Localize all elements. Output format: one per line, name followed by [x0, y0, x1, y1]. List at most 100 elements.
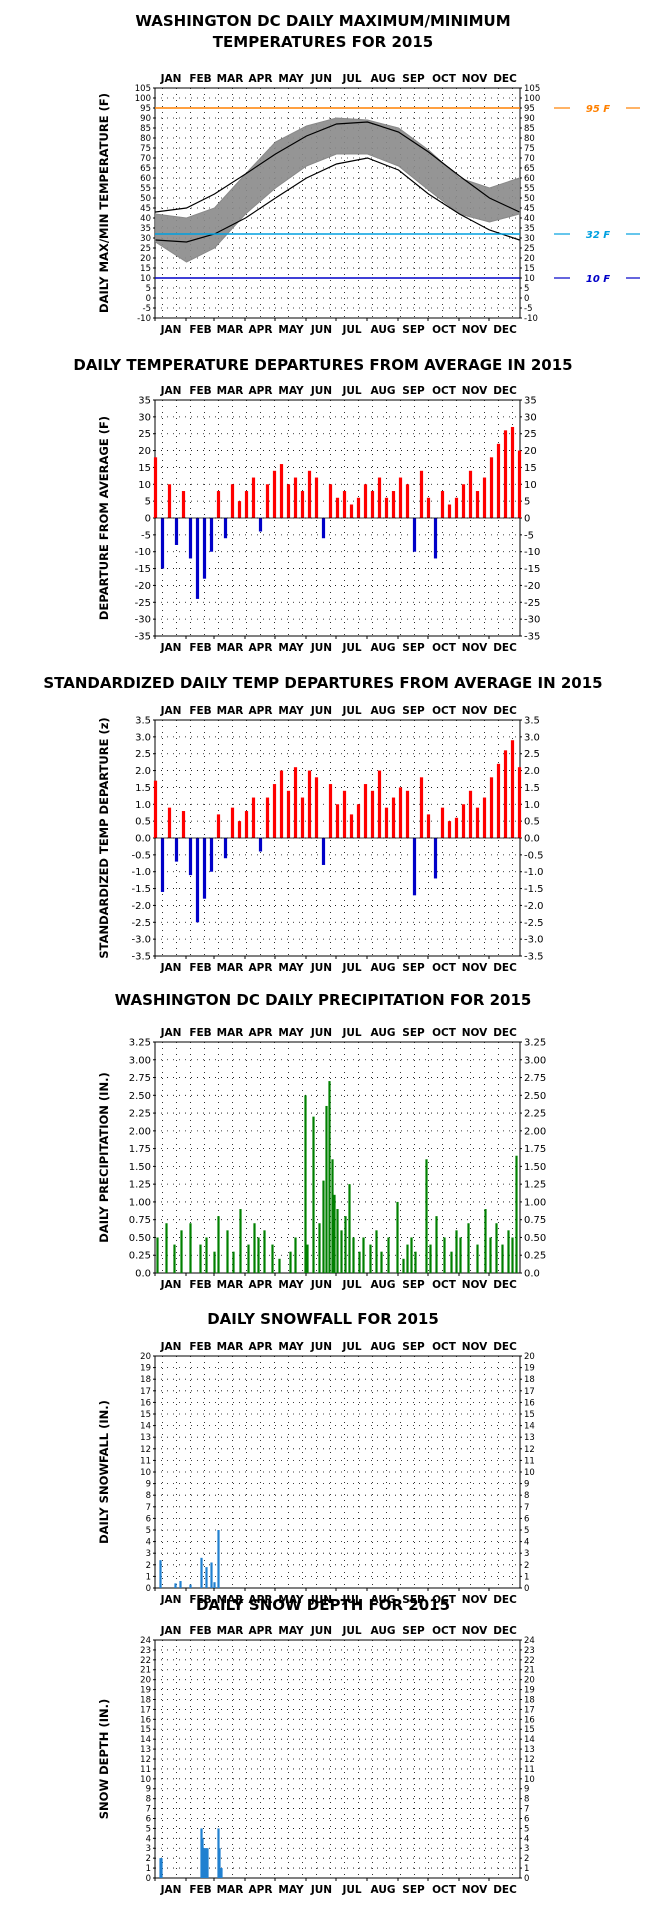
y-tick-label-right: 11 [524, 1765, 535, 1775]
y-tick-label-left: 25 [138, 429, 151, 440]
y-tick-label-right: 3.25 [524, 1038, 546, 1049]
month-label-top: MAY [278, 705, 304, 717]
y-tick-label-left: -2.5 [131, 918, 151, 929]
y-tick-label-left: 18 [140, 1375, 151, 1385]
y-tick-label-left: 2.00 [129, 1126, 151, 1137]
month-label-top: APR [249, 385, 273, 397]
y-tick-label-right: 35 [524, 396, 537, 407]
y-tick-label-left: 15 [138, 463, 151, 474]
y-tick-label-left: 0.75 [129, 1215, 151, 1226]
y-tick-label-left: 6 [146, 1814, 151, 1824]
y-tick-label-left: 100 [135, 94, 151, 104]
y-tick-label-left: 1.0 [135, 800, 151, 811]
data-bar [289, 1251, 292, 1273]
data-bar [414, 1251, 417, 1273]
data-bar [279, 464, 284, 518]
y-tick-label-right: 17 [524, 1387, 535, 1397]
month-label-top: MAY [278, 1625, 304, 1637]
month-label-bottom: JAN [160, 962, 182, 974]
y-tick-label-left: -0.5 [131, 850, 151, 861]
data-bar [489, 1237, 492, 1273]
data-bar [412, 838, 417, 896]
data-bar [461, 484, 466, 518]
month-label-bottom: JAN [160, 324, 182, 336]
y-tick-label-left: 24 [140, 1636, 151, 1646]
y-tick-label-right: 1.00 [524, 1197, 546, 1208]
y-tick-label-right: 14 [524, 1735, 535, 1745]
data-bar [342, 790, 347, 838]
month-label-top: SEP [402, 73, 425, 85]
y-tick-label-right: 35 [524, 224, 535, 234]
y-tick-label-left: 1 [146, 1864, 151, 1874]
data-bar [358, 1251, 361, 1273]
y-tick-label-right: 50 [524, 194, 535, 204]
y-tick-label-right: 19 [524, 1686, 535, 1696]
data-bar [293, 767, 298, 838]
reference-line-label: 95 F [586, 104, 610, 115]
month-label-top: JUN [310, 705, 332, 717]
data-bar [443, 1237, 446, 1273]
data-bar [272, 784, 277, 838]
chart-title: DAILY SNOWFALL FOR 2015 [207, 1310, 439, 1328]
y-tick-label-left: 75 [140, 144, 151, 154]
y-tick-label-left: 40 [140, 214, 151, 224]
month-label-bottom: OCT [432, 962, 457, 974]
data-bar [188, 518, 193, 559]
data-bar [396, 1201, 399, 1273]
y-tick-label-right: 0 [524, 294, 529, 304]
month-label-bottom: JUN [310, 962, 332, 974]
data-bar [495, 1223, 498, 1273]
y-tick-label-left: 2 [146, 1561, 151, 1571]
month-label-bottom: JUL [341, 1279, 361, 1291]
data-bar [286, 790, 291, 838]
data-bar [384, 807, 389, 838]
y-tick-label-right: 1.75 [524, 1144, 546, 1155]
month-label-bottom: AUG [371, 324, 396, 336]
data-bar [370, 491, 375, 518]
data-bar [356, 497, 361, 518]
y-axis-title: DAILY SNOWFALL (IN.) [97, 1400, 111, 1544]
y-tick-label-left: 18 [140, 1695, 151, 1705]
data-bar [328, 484, 333, 518]
y-tick-label-left: 16 [140, 1715, 151, 1725]
data-bar [352, 1237, 355, 1273]
y-tick-label-right: 2.25 [524, 1109, 546, 1120]
y-tick-label-right: 30 [524, 234, 535, 244]
data-bar [461, 804, 466, 838]
y-tick-label-left: 0.5 [135, 817, 151, 828]
data-bar [454, 817, 459, 838]
y-tick-label-right: 24 [524, 1636, 535, 1646]
y-tick-label-right: 0 [524, 514, 530, 525]
y-tick-label-left: 10 [140, 1468, 151, 1478]
y-tick-label-left: 5 [146, 1526, 151, 1536]
y-tick-label-left: 0.0 [135, 1269, 151, 1280]
data-bar [370, 790, 375, 838]
y-tick-label-right: 105 [524, 84, 540, 94]
y-tick-label-right: 9 [524, 1480, 529, 1490]
month-label-bottom: APR [249, 642, 273, 654]
y-tick-label-left: 15 [140, 1410, 151, 1420]
y-tick-label-left: 90 [140, 114, 151, 124]
month-label-top: FEB [189, 1341, 211, 1353]
data-bar [340, 1230, 343, 1273]
month-label-bottom: DEC [493, 324, 517, 336]
data-bar [199, 1244, 202, 1273]
data-bar [202, 518, 207, 579]
month-label-bottom: APR [249, 1594, 273, 1606]
y-tick-label-left: 0 [146, 1584, 151, 1594]
month-label-bottom: NOV [462, 1884, 488, 1896]
data-bar [425, 1159, 428, 1273]
y-tick-label-left: 20 [140, 1352, 151, 1362]
y-tick-label-right: 10 [524, 274, 535, 284]
y-tick-label-left: 0.25 [129, 1251, 151, 1262]
chart-departures: DAILY TEMPERATURE DEPARTURES FROM AVERAG… [73, 356, 572, 654]
month-label-bottom: JUN [310, 642, 332, 654]
month-label-top: JAN [160, 1027, 182, 1039]
y-tick-label-left: -35 [135, 632, 151, 643]
data-bar [293, 477, 298, 518]
data-bar [405, 484, 410, 518]
y-tick-label-right: 22 [524, 1656, 535, 1666]
data-bar [335, 497, 340, 518]
data-bar [517, 767, 522, 838]
month-label-top: NOV [462, 1625, 488, 1637]
